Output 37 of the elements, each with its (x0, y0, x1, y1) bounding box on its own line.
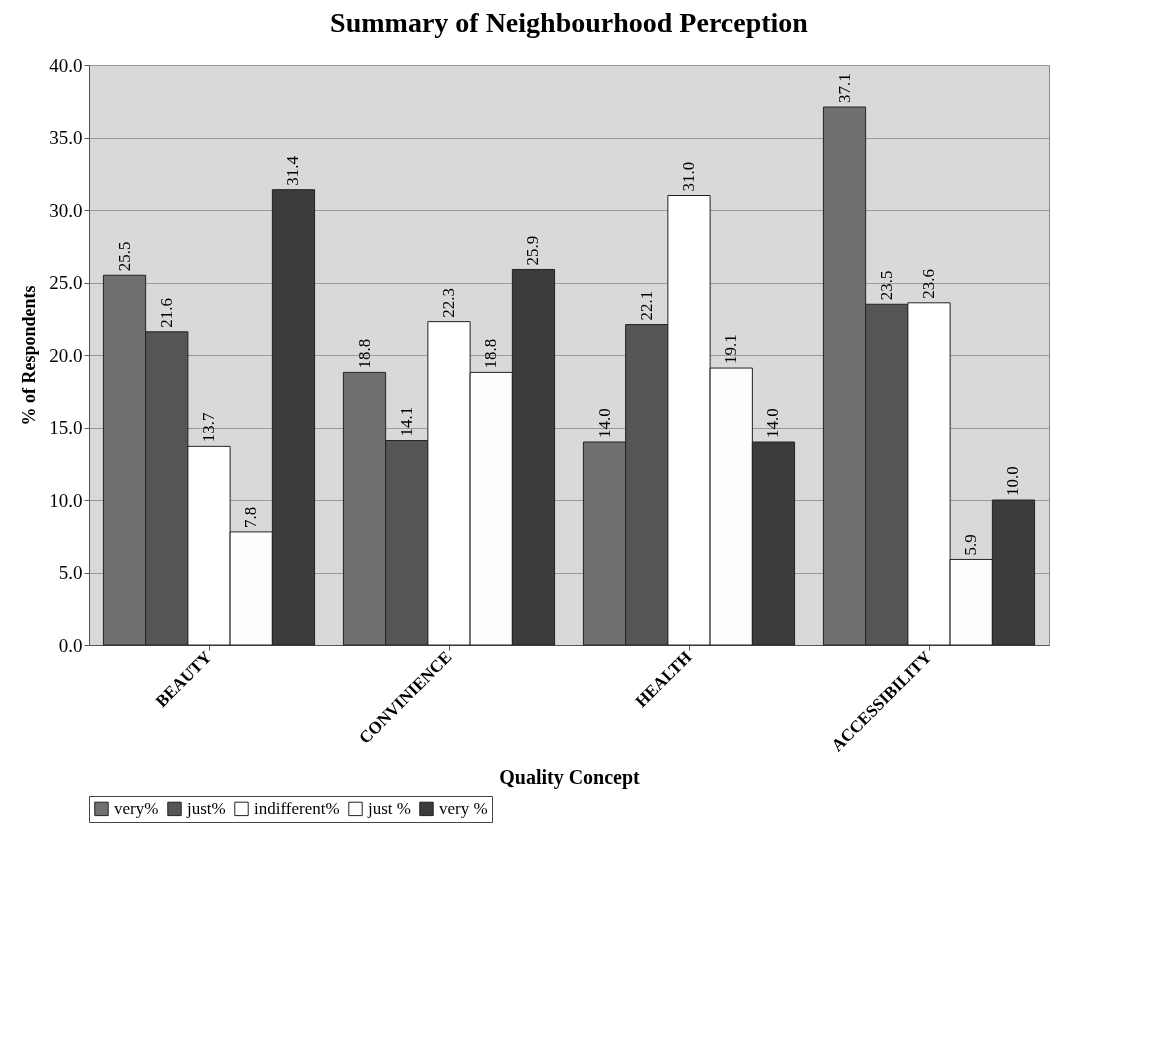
data-label: 31.4 (283, 155, 303, 186)
data-label: 25.9 (523, 235, 543, 266)
legend-label: just % (367, 798, 411, 818)
data-label: 31.0 (679, 161, 698, 192)
data-label: 13.7 (199, 412, 218, 443)
data-label: 5.9 (961, 534, 981, 556)
y-tick-label: 10.0 (49, 489, 83, 511)
data-label: 23.5 (876, 270, 896, 301)
chart-title: Summary of Neighbourhood Perception (330, 7, 809, 38)
data-label: 21.6 (156, 298, 176, 328)
y-tick-label: 25.0 (49, 272, 83, 293)
data-label: 23.6 (919, 269, 938, 299)
y-tick-label: 15.0 (49, 417, 83, 438)
data-label: 14.0 (763, 408, 783, 438)
legend-label: very% (114, 798, 159, 818)
y-tick-label: 30.0 (49, 199, 83, 221)
x-axis-title: Quality Concept (499, 766, 641, 790)
y-tick-label: 40.0 (49, 54, 83, 76)
legend-label: indifferent% (254, 798, 340, 818)
y-tick-label: 35.0 (49, 127, 83, 148)
data-label: 18.8 (354, 338, 374, 369)
data-label: 7.8 (241, 506, 261, 528)
y-axis-title: % of Respondents (19, 285, 40, 426)
y-tick-label: 20.0 (49, 344, 83, 366)
data-label: 10.0 (1003, 466, 1023, 496)
legend-label: very % (439, 798, 488, 818)
data-label: 14.1 (396, 406, 416, 437)
data-label: 18.8 (481, 338, 501, 369)
data-label: 19.1 (721, 334, 741, 365)
data-label: 25.5 (114, 241, 134, 272)
data-label: 14.0 (594, 408, 614, 438)
y-tick-label: 0.0 (58, 634, 83, 656)
data-label: 22.1 (636, 290, 656, 321)
data-label: 22.3 (439, 287, 458, 318)
legend-label: just% (186, 798, 226, 818)
data-label: 37.1 (834, 73, 854, 104)
y-tick-label: 5.0 (58, 562, 83, 583)
